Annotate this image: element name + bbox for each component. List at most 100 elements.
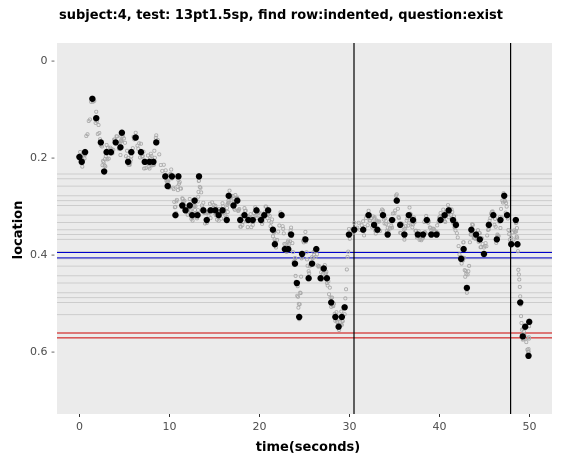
trace-point <box>498 226 503 231</box>
fixation-point <box>441 211 448 219</box>
trace-point <box>307 271 312 276</box>
trace-point <box>196 194 201 199</box>
trace-point <box>456 244 461 249</box>
trace-point <box>198 185 203 190</box>
trace-point <box>133 130 138 135</box>
fixation-point <box>508 241 515 248</box>
fixation-point <box>225 192 232 199</box>
trace-point <box>393 208 398 213</box>
trace-point <box>275 237 280 242</box>
trace-point <box>404 218 409 223</box>
trace-point <box>390 211 395 216</box>
fixation-point <box>345 231 353 238</box>
trace-point <box>138 141 143 146</box>
fixation-point <box>81 148 89 156</box>
trace-point <box>464 290 469 295</box>
trace-point <box>175 184 180 189</box>
fixation-point <box>317 275 324 282</box>
trace-point <box>248 212 253 217</box>
trace-point <box>149 153 154 158</box>
trace-point <box>94 109 99 114</box>
trace-point <box>389 223 394 228</box>
trace-point <box>143 166 148 171</box>
fixation-point <box>117 144 124 151</box>
fixation-point <box>501 192 508 199</box>
trace-point <box>356 220 361 225</box>
trace-point <box>227 188 232 193</box>
trace-point <box>119 138 124 143</box>
fixation-point <box>186 202 193 209</box>
fixation-point <box>396 221 404 229</box>
fixation-point <box>249 216 256 224</box>
trace-point <box>87 117 92 122</box>
trace-point <box>276 229 281 234</box>
fixation-point <box>164 182 171 190</box>
fixation-point <box>503 211 511 219</box>
fixation-point <box>237 216 244 224</box>
trace-point <box>365 223 370 228</box>
trace-point <box>361 219 366 224</box>
fixation-point <box>517 299 524 306</box>
trace-point <box>443 220 448 225</box>
fixation-point <box>423 216 431 224</box>
trace-point <box>455 235 460 240</box>
fixation-point <box>341 304 348 311</box>
trace-point <box>103 164 108 169</box>
trace-point <box>290 241 295 246</box>
trace-point <box>148 151 153 156</box>
trace-point <box>291 250 296 255</box>
fixation-point <box>305 275 312 282</box>
trace-point <box>344 267 349 272</box>
trace-point <box>486 227 491 232</box>
trace-point <box>225 209 230 214</box>
fixation-point <box>230 202 237 209</box>
fixation-point <box>359 226 367 233</box>
trace-point <box>195 208 200 213</box>
trace-point <box>270 234 275 239</box>
fixation-point <box>468 226 475 233</box>
fixation-point <box>323 275 331 282</box>
fixation-point <box>278 211 285 219</box>
trace-point <box>96 123 101 128</box>
fixation-point <box>207 207 214 214</box>
fixation-point <box>100 168 108 175</box>
fixation-point <box>137 148 145 156</box>
trace-point <box>467 263 472 268</box>
fixation-point <box>293 279 301 287</box>
trace-point <box>166 178 171 183</box>
trace-point <box>526 335 531 340</box>
trace-point <box>173 204 178 209</box>
fixation-point <box>393 197 400 204</box>
trace-point <box>293 256 298 261</box>
trace-point <box>499 206 504 211</box>
fixation-point <box>521 323 529 330</box>
fixation-point <box>124 158 132 166</box>
trace-point <box>403 224 408 229</box>
trace-point <box>196 189 201 194</box>
trace-point <box>298 291 303 296</box>
trace-point <box>304 250 309 255</box>
x-tick-label: 50 <box>523 420 537 433</box>
trace-point <box>380 207 385 212</box>
trace-point <box>305 257 310 262</box>
trace-point <box>372 215 377 220</box>
trace-point <box>206 213 211 218</box>
fixation-point <box>497 216 504 224</box>
trace-point <box>97 130 102 135</box>
fixation-point <box>219 207 226 214</box>
trace-point <box>344 287 349 292</box>
trace-point <box>479 245 484 250</box>
trace-point <box>182 198 187 203</box>
fixation-point <box>445 207 452 214</box>
trace-point <box>403 226 408 231</box>
trace-point <box>180 196 185 201</box>
trace-point <box>362 233 367 238</box>
fixation-point <box>291 260 299 267</box>
fixation-point <box>472 231 480 238</box>
trace-point <box>270 217 275 222</box>
fixation-point <box>112 139 119 146</box>
trace-point <box>392 211 397 216</box>
trace-point <box>328 295 333 300</box>
trace-point <box>339 309 344 314</box>
fixation-point <box>452 221 460 229</box>
